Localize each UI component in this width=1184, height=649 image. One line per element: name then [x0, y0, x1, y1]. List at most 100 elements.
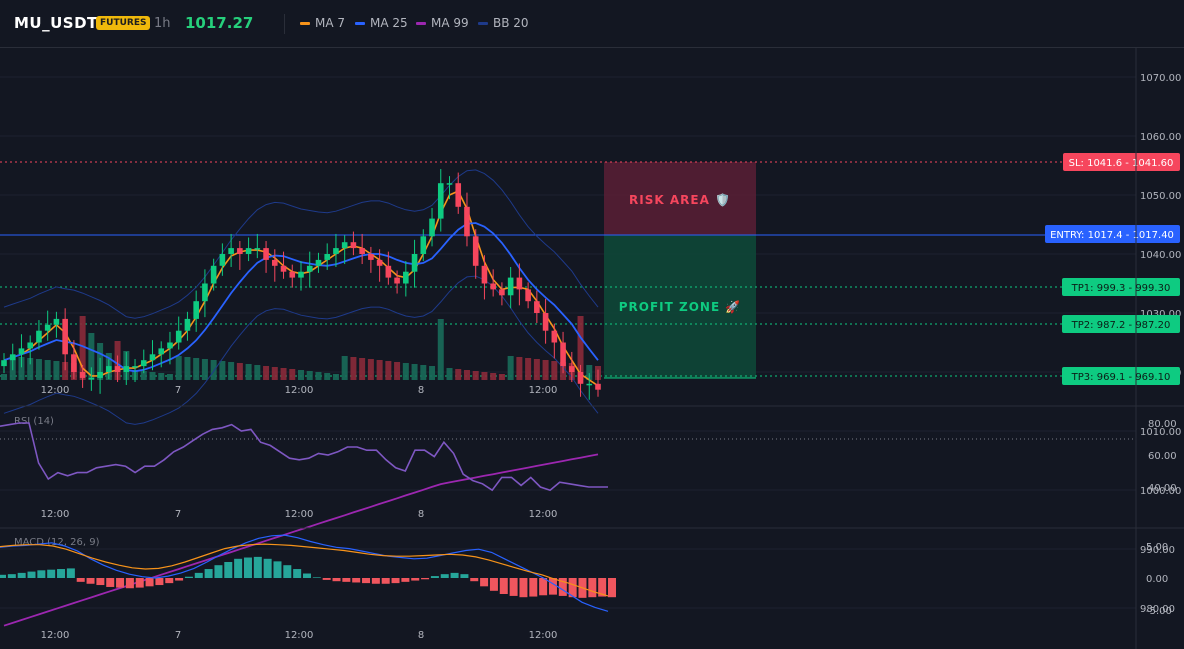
candle-body	[245, 248, 252, 254]
volume-bar	[411, 364, 418, 380]
time-tick-label: 8	[418, 630, 424, 641]
macd-histogram-bar	[76, 578, 85, 582]
candle-body	[263, 248, 269, 260]
time-tick-label: 12:00	[529, 630, 558, 641]
volume-bar	[498, 374, 505, 380]
volume-bar	[298, 370, 304, 380]
profit-zone	[604, 235, 756, 378]
candle-body	[184, 318, 191, 331]
macd-histogram-bar	[273, 561, 282, 578]
macd-histogram-bar	[460, 574, 469, 578]
time-tick-label: 8	[418, 385, 424, 396]
volume-bar	[184, 357, 191, 380]
ma25-swatch-icon	[355, 21, 365, 25]
candle-body	[324, 254, 331, 260]
macd-line	[0, 534, 609, 612]
tp2-tag: TP2: 987.2 - 987.20	[1062, 315, 1180, 333]
macd-histogram-bar	[293, 569, 302, 578]
macd-histogram-bar	[588, 578, 597, 598]
volume-bar	[376, 360, 383, 380]
time-tick-label: 7	[175, 630, 181, 641]
ma7-swatch-icon	[300, 21, 310, 25]
candle-body	[568, 366, 575, 372]
macd-histogram-bar	[303, 573, 311, 578]
volume-bar	[1, 374, 7, 380]
sl-tag: SL: 1041.6 - 1041.60	[1063, 153, 1180, 171]
volume-bar	[140, 371, 147, 380]
trading-chart[interactable]: RISK AREA 🛡️ PROFIT ZONE 🚀 1070.00 1060.0…	[0, 48, 1184, 649]
legend-ma99[interactable]: MA 99	[416, 16, 469, 30]
macd-histogram-bar	[411, 578, 420, 581]
legend-ma25[interactable]: MA 25	[355, 16, 408, 30]
candle-body	[499, 289, 505, 296]
volume-bar	[490, 373, 497, 380]
candle-body	[71, 354, 77, 372]
candle-body	[298, 271, 304, 278]
candle-body	[411, 254, 418, 272]
candle-body	[167, 342, 173, 349]
candle-body	[9, 354, 16, 361]
macd-histogram-bar	[342, 578, 351, 582]
price-tick-label: 1060.00	[1140, 132, 1181, 143]
volume-bar	[507, 356, 514, 380]
volume-bar	[306, 371, 313, 380]
volume-bar	[359, 358, 366, 380]
legend-bb20-label: BB 20	[493, 16, 529, 30]
volume-bar	[210, 360, 217, 380]
time-tick-label: 7	[175, 509, 181, 520]
bb-lower-line	[3, 275, 599, 425]
macd-histogram-bar	[430, 576, 439, 578]
candle-body	[429, 218, 435, 237]
candle-body	[271, 259, 278, 266]
timeframe-label[interactable]: 1h	[154, 16, 171, 31]
candle-body	[341, 242, 348, 249]
macd-histogram-bar	[352, 578, 361, 583]
macd-histogram-bar	[450, 572, 459, 578]
volume-bar	[394, 362, 401, 380]
macd-histogram-bar	[381, 578, 390, 584]
macd-tick-label: 5.00	[1146, 542, 1168, 553]
header-divider	[284, 14, 285, 34]
macd-histogram-bar	[17, 572, 26, 578]
candle-body	[106, 366, 112, 372]
volume-bar	[228, 362, 235, 380]
candle-body	[403, 271, 409, 284]
last-price: 1017.27	[185, 14, 254, 32]
volume-bar	[79, 316, 86, 380]
volume-bar	[280, 368, 287, 380]
volume-bar	[472, 371, 479, 380]
legend-ma7[interactable]: MA 7	[300, 16, 345, 30]
volume-bar	[166, 374, 173, 380]
candle-body	[193, 301, 199, 319]
entry-tag-label: ENTRY: 1017.4 - 1017.40	[1050, 230, 1174, 241]
volume-bar	[149, 372, 156, 380]
volume-bar	[525, 358, 532, 380]
candle-body	[437, 183, 444, 219]
bb20-swatch-icon	[478, 21, 488, 25]
risk-area-label: RISK AREA 🛡️	[629, 193, 731, 207]
volume-bar	[429, 366, 436, 380]
symbol-title[interactable]: MU_USDT	[14, 14, 98, 32]
macd-tick-label: 0.00	[1146, 574, 1168, 585]
candle-body	[464, 206, 470, 237]
candle-body	[175, 330, 182, 343]
candle-body	[359, 248, 365, 254]
volume-bar	[551, 361, 558, 380]
volume-bar	[533, 359, 540, 380]
candle-body	[202, 283, 208, 302]
tp1-tag: TP1: 999.3 - 999.30	[1062, 278, 1180, 296]
candle-body	[254, 248, 261, 250]
macd-histogram-bar	[322, 578, 331, 580]
volume-bar	[158, 373, 165, 380]
tp3-tag-label: TP3: 969.1 - 969.10	[1071, 372, 1171, 383]
macd-histogram-bar	[165, 578, 174, 584]
macd-histogram-bar	[480, 578, 489, 587]
macd-histogram-bar	[57, 569, 66, 578]
candle-body	[114, 366, 121, 372]
candle-body	[481, 265, 488, 284]
time-tick-label: 7	[175, 385, 181, 396]
price-tick-label: 1010.00	[1140, 427, 1181, 438]
legend-bb20[interactable]: BB 20	[478, 16, 529, 30]
volume-bar	[586, 365, 593, 380]
volume-bar	[315, 372, 322, 380]
